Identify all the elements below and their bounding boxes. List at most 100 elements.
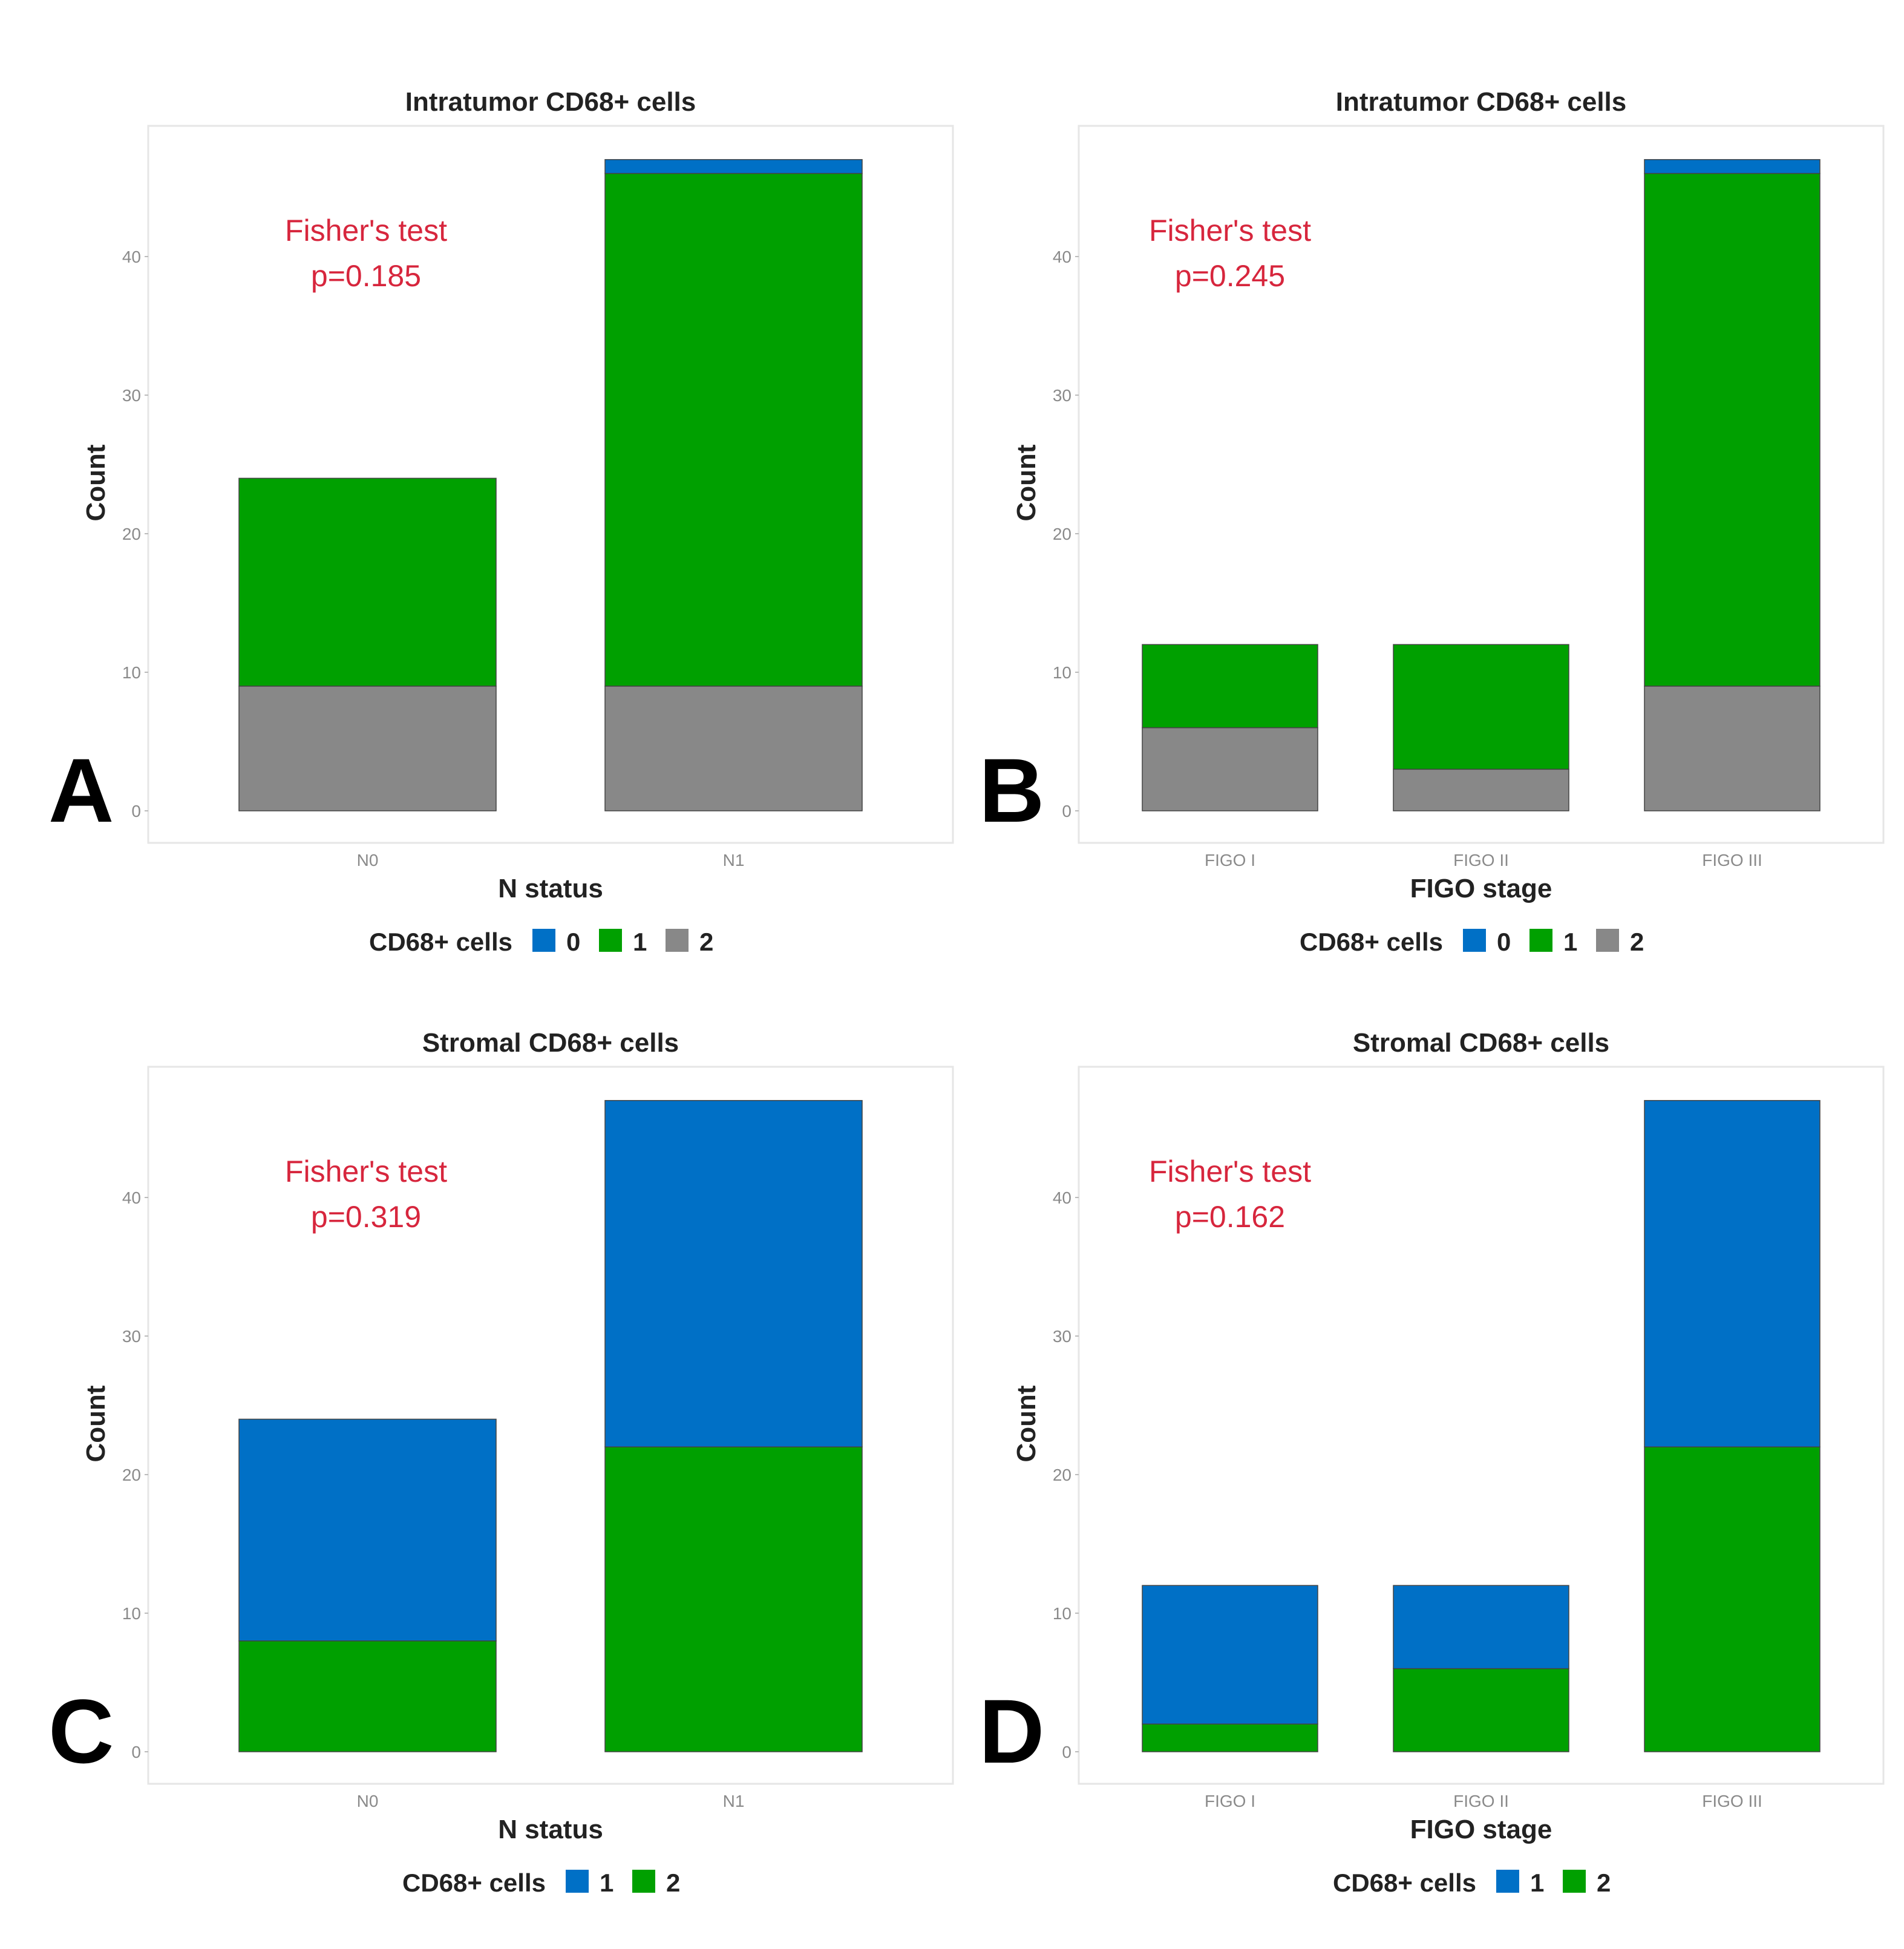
legend-title: CD68+ cells bbox=[402, 1869, 546, 1897]
x-axis-label: FIGO stage bbox=[1410, 1815, 1552, 1844]
y-tick-label: 0 bbox=[1062, 802, 1071, 821]
panel-letter: B bbox=[979, 739, 1044, 841]
x-tick-label: FIGO I bbox=[1205, 851, 1255, 870]
y-tick-label: 30 bbox=[122, 386, 141, 405]
legend-swatch bbox=[632, 1870, 655, 1893]
chart-panel-b: Intratumor CD68+ cells010203040CountFIGO… bbox=[979, 87, 1885, 956]
legend-swatch bbox=[666, 929, 689, 952]
panel-letter: D bbox=[979, 1680, 1044, 1782]
legend: CD68+ cells 0 1 2 bbox=[369, 928, 713, 956]
chart-title: Intratumor CD68+ cells bbox=[1336, 87, 1627, 117]
annotation-p-value: p=0.185 bbox=[311, 259, 421, 293]
bar-segment-n1-2 bbox=[604, 1446, 863, 1752]
x-axis-label: FIGO stage bbox=[1410, 874, 1552, 903]
chart-title: Stromal CD68+ cells bbox=[1353, 1028, 1609, 1058]
y-tick-label: 40 bbox=[122, 1188, 141, 1207]
legend-item-label: 2 bbox=[1630, 928, 1644, 956]
annotation-test-name: Fisher's test bbox=[285, 1155, 447, 1188]
bar-segment-n1-1 bbox=[604, 1099, 863, 1447]
annotation-p-value: p=0.162 bbox=[1175, 1200, 1285, 1234]
legend-swatch bbox=[566, 1870, 589, 1893]
annotation-test-name: Fisher's test bbox=[1149, 1155, 1311, 1188]
x-tick-label: N0 bbox=[357, 1792, 379, 1810]
x-tick-label: N1 bbox=[723, 1792, 745, 1810]
x-axis-label: N status bbox=[498, 874, 603, 903]
bar-segment-figo-iii-0 bbox=[1644, 159, 1821, 174]
legend-item-label: 1 bbox=[600, 1869, 613, 1897]
y-tick-label: 40 bbox=[1053, 1188, 1071, 1207]
bar-segment-figo-ii-1 bbox=[1393, 644, 1569, 770]
x-axis-label: N status bbox=[498, 1815, 603, 1844]
bar-segment-figo-i-1 bbox=[1142, 1585, 1318, 1725]
x-tick-label: FIGO I bbox=[1205, 1792, 1255, 1810]
x-tick-label: FIGO II bbox=[1453, 851, 1509, 870]
legend-swatch bbox=[532, 929, 555, 952]
legend-swatch bbox=[1529, 929, 1552, 952]
legend-item-label: 1 bbox=[1563, 928, 1577, 956]
bar-segment-n1-2 bbox=[604, 686, 863, 811]
legend-item-label: 0 bbox=[566, 928, 580, 956]
x-tick-label: FIGO III bbox=[1702, 1792, 1762, 1810]
bar-segment-figo-iii-2 bbox=[1644, 1446, 1821, 1752]
y-axis-label: Count bbox=[81, 444, 111, 521]
x-tick-label: N0 bbox=[357, 851, 379, 870]
y-tick-label: 20 bbox=[1053, 525, 1071, 543]
legend: CD68+ cells 1 2 bbox=[402, 1869, 680, 1897]
chart-title: Intratumor CD68+ cells bbox=[405, 87, 696, 117]
y-tick-label: 10 bbox=[122, 663, 141, 682]
y-tick-label: 40 bbox=[1053, 247, 1071, 266]
annotation-test-name: Fisher's test bbox=[1149, 214, 1311, 247]
bar-segment-n0-2 bbox=[238, 1640, 497, 1752]
y-tick-label: 20 bbox=[122, 1466, 141, 1484]
legend-swatch bbox=[1496, 1870, 1519, 1893]
y-tick-label: 30 bbox=[1053, 1327, 1071, 1346]
y-tick-label: 20 bbox=[122, 525, 141, 543]
legend-swatch bbox=[1596, 929, 1619, 952]
bar-segment-figo-ii-1 bbox=[1393, 1585, 1569, 1669]
bar-segment-figo-i-1 bbox=[1142, 644, 1318, 729]
y-tick-label: 40 bbox=[122, 247, 141, 266]
y-tick-label: 0 bbox=[131, 1743, 141, 1761]
chart-title: Stromal CD68+ cells bbox=[422, 1028, 679, 1058]
legend: CD68+ cells 0 1 2 bbox=[1300, 928, 1644, 956]
bar-segment-n1-0 bbox=[604, 159, 863, 174]
chart-panel-c: Stromal CD68+ cells 0 10 20 30 40 Count N0 N1 N s… bbox=[48, 1028, 954, 1897]
y-tick-label: 0 bbox=[131, 802, 141, 821]
annotation-p-value: p=0.319 bbox=[311, 1200, 421, 1234]
legend-swatch bbox=[1463, 929, 1486, 952]
y-axis-label: Count bbox=[1012, 444, 1041, 521]
legend-item-label: 0 bbox=[1497, 928, 1511, 956]
legend: CD68+ cells 1 2 bbox=[1333, 1869, 1611, 1897]
y-axis-label: Count bbox=[81, 1385, 111, 1462]
y-tick-label: 10 bbox=[1053, 663, 1071, 682]
legend-title: CD68+ cells bbox=[1300, 928, 1443, 956]
y-tick-label: 30 bbox=[122, 1327, 141, 1346]
annotation-p-value: p=0.245 bbox=[1175, 259, 1285, 293]
bar-segment-figo-iii-2 bbox=[1644, 686, 1821, 811]
bar-segment-n0-1 bbox=[238, 1418, 497, 1642]
chart-panel-d: Stromal CD68+ cells 0 10 20 30 40 Count FIGO I F… bbox=[979, 1028, 1885, 1897]
annotation-test-name: Fisher's test bbox=[285, 214, 447, 247]
legend-item-label: 2 bbox=[699, 928, 713, 956]
legend-item-label: 2 bbox=[666, 1869, 680, 1897]
panel-letter: C bbox=[48, 1680, 114, 1782]
y-axis-label: Count bbox=[1012, 1385, 1041, 1462]
x-tick-label: FIGO III bbox=[1702, 851, 1762, 870]
y-tick-label: 10 bbox=[1053, 1604, 1071, 1623]
y-tick-label: 0 bbox=[1062, 1743, 1071, 1761]
legend-swatch bbox=[599, 929, 622, 952]
x-tick-label: FIGO II bbox=[1453, 1792, 1509, 1810]
legend-title: CD68+ cells bbox=[369, 928, 512, 956]
bar-segment-figo-ii-2 bbox=[1393, 1668, 1569, 1752]
legend-swatch bbox=[1563, 1870, 1586, 1893]
bar-segment-figo-iii-1 bbox=[1644, 172, 1821, 687]
legend-item-label: 1 bbox=[633, 928, 647, 956]
legend-item-label: 1 bbox=[1530, 1869, 1544, 1897]
bar-segment-n1-1 bbox=[604, 172, 863, 687]
y-tick-label: 30 bbox=[1053, 386, 1071, 405]
x-tick-label: N1 bbox=[723, 851, 745, 870]
panel-letter: A bbox=[48, 739, 114, 841]
bar-segment-figo-iii-1 bbox=[1644, 1099, 1821, 1447]
